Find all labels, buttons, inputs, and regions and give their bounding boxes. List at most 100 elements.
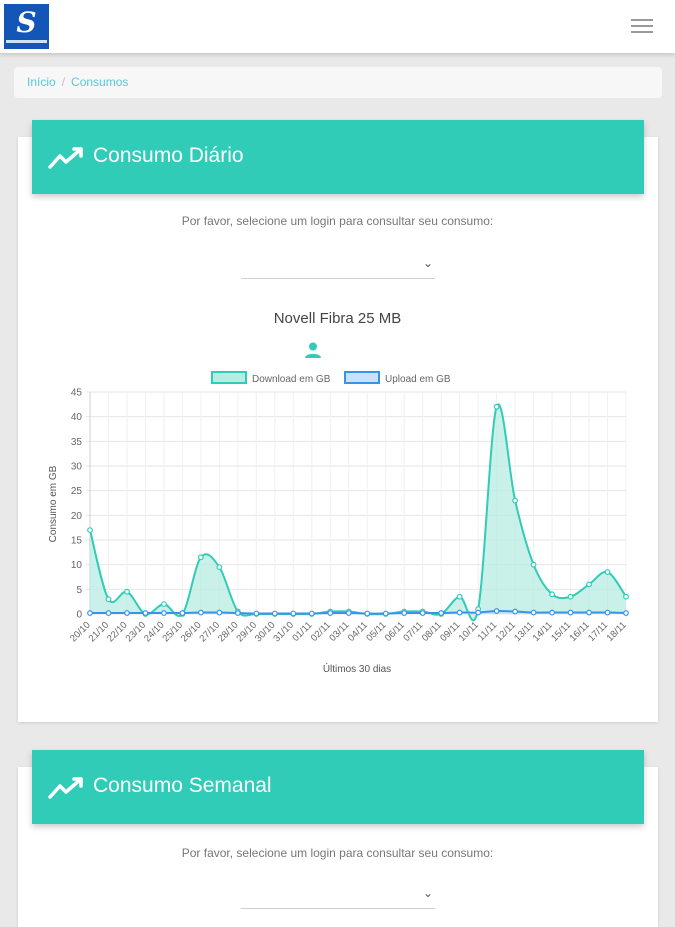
data-point-1[interactable] <box>271 610 278 617</box>
legend-label-0[interactable]: Download em GB <box>252 374 331 385</box>
daily-login-select[interactable]: ⌄ <box>241 252 435 279</box>
data-point-1[interactable] <box>438 610 445 616</box>
legend-swatch-0[interactable] <box>211 371 247 384</box>
data-point-0[interactable] <box>216 564 223 571</box>
weekly-card-header: Consumo Semanal <box>32 750 644 824</box>
data-point-1[interactable] <box>401 610 408 616</box>
data-point-1[interactable] <box>124 610 130 616</box>
data-point-0[interactable] <box>623 593 629 600</box>
data-point-0[interactable] <box>512 497 519 504</box>
breadcrumb-current-link[interactable]: Consumos <box>71 75 129 89</box>
menu-button[interactable] <box>628 16 656 38</box>
company-logo[interactable]: S <box>4 4 49 49</box>
weekly-login-prompt: Por favor, selecione um login para consu… <box>181 846 494 860</box>
data-point-1[interactable] <box>142 610 149 616</box>
chevron-down-icon: ⌄ <box>422 256 433 270</box>
breadcrumb: Início / Consumos <box>14 67 662 98</box>
daily-card-header: Consumo Diário <box>32 120 644 194</box>
y-axis-label: Consumo em GB <box>48 465 59 542</box>
data-point-1[interactable] <box>179 610 186 616</box>
daily-consumption-card <box>18 137 658 722</box>
data-point-0[interactable] <box>530 561 537 568</box>
x-tick-label: 21/10 <box>87 620 112 645</box>
data-point-1[interactable] <box>216 609 223 616</box>
data-point-1[interactable] <box>530 609 537 616</box>
daily-login-prompt: Por favor, selecione um login para consu… <box>181 214 494 228</box>
data-point-1[interactable] <box>604 609 611 616</box>
x-tick-label: 30/10 <box>253 620 278 645</box>
hamburger-icon <box>631 19 653 21</box>
data-point-1[interactable] <box>253 610 260 617</box>
data-point-1[interactable] <box>105 610 112 616</box>
x-tick-label: 12/11 <box>494 620 518 644</box>
x-tick-label: 14/11 <box>531 620 555 644</box>
x-tick-label: 08/11 <box>420 620 444 644</box>
trending-up-icon <box>48 777 83 799</box>
data-point-0[interactable] <box>586 581 592 588</box>
y-tick-label: 10 <box>71 560 83 571</box>
plan-name: Novell Fibra 25 MB <box>273 310 402 327</box>
data-point-0[interactable] <box>197 554 204 561</box>
data-point-0[interactable] <box>87 527 93 534</box>
series-area-0 <box>90 404 626 621</box>
data-point-1[interactable] <box>234 610 241 616</box>
breadcrumb-home-link[interactable]: Início <box>27 75 56 89</box>
x-tick-label: 29/10 <box>234 620 259 645</box>
data-point-1[interactable] <box>364 610 371 617</box>
data-point-0[interactable] <box>124 588 130 595</box>
data-point-1[interactable] <box>345 610 352 616</box>
data-point-1[interactable] <box>456 609 463 616</box>
trending-up-icon <box>48 147 83 169</box>
y-tick-label: 45 <box>71 388 83 399</box>
x-tick-label: 26/10 <box>179 620 204 645</box>
daily-card-title: Consumo Diário <box>93 144 244 167</box>
x-tick-label: 10/11 <box>457 620 481 644</box>
data-point-1[interactable] <box>512 608 519 615</box>
x-tick-label: 02/11 <box>309 620 333 644</box>
data-point-1[interactable] <box>567 609 574 616</box>
data-point-1[interactable] <box>327 610 334 616</box>
y-tick-label: 30 <box>71 462 83 473</box>
data-point-0[interactable] <box>105 596 112 603</box>
top-bar: S <box>0 0 675 53</box>
data-point-1[interactable] <box>87 610 93 616</box>
x-tick-label: 11/11 <box>476 620 500 644</box>
x-tick-label: 04/11 <box>346 620 370 644</box>
data-point-1[interactable] <box>419 610 426 616</box>
data-point-1[interactable] <box>308 610 315 617</box>
data-point-1[interactable] <box>586 609 592 616</box>
data-point-1[interactable] <box>161 610 167 616</box>
breadcrumb-separator: / <box>61 75 66 89</box>
y-tick-label: 5 <box>76 585 82 596</box>
legend-label-1[interactable]: Upload em GB <box>385 374 451 385</box>
data-point-1[interactable] <box>382 610 389 617</box>
data-point-1[interactable] <box>290 610 297 617</box>
daily-consumption-chart: Download em GB Upload em GB 0 5 10 15 20 25 30 3… <box>48 371 629 675</box>
chart-legend: Download em GB Upload em GB <box>211 371 451 385</box>
data-point-0[interactable] <box>493 403 500 410</box>
x-tick-label: 28/10 <box>216 620 241 645</box>
weekly-card-title: Consumo Semanal <box>93 774 272 797</box>
weekly-login-select[interactable]: ⌄ <box>241 882 435 909</box>
plot-area <box>87 403 629 622</box>
data-point-0[interactable] <box>161 601 167 608</box>
series-line-0 <box>89 403 627 622</box>
legend-swatch-1[interactable] <box>344 371 380 384</box>
data-point-1[interactable] <box>549 609 555 616</box>
data-point-1[interactable] <box>623 610 629 616</box>
y-axis-ticks: 0 5 10 15 20 25 30 35 40 45 <box>71 388 83 621</box>
data-point-0[interactable] <box>456 593 463 600</box>
data-point-0[interactable] <box>567 593 574 600</box>
x-tick-label: 03/11 <box>327 620 351 644</box>
x-tick-label: 07/11 <box>401 620 425 644</box>
data-point-0[interactable] <box>549 591 555 598</box>
x-tick-label: 13/11 <box>512 620 536 644</box>
data-point-1[interactable] <box>197 609 204 616</box>
chevron-down-icon: ⌄ <box>422 886 433 900</box>
data-point-1[interactable] <box>475 609 482 616</box>
x-tick-label: 27/10 <box>197 620 222 645</box>
data-point-0[interactable] <box>604 569 611 575</box>
x-tick-label: 06/11 <box>383 620 407 644</box>
data-point-1[interactable] <box>493 608 500 614</box>
x-tick-label: 01/11 <box>290 620 314 644</box>
